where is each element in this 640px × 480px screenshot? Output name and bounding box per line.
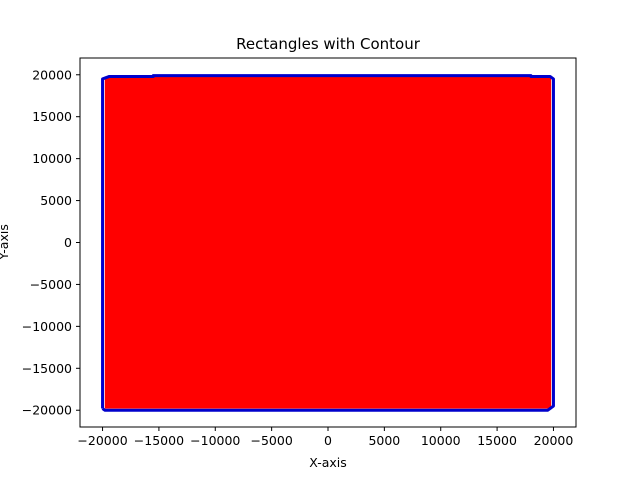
y-axis-label: Y-axis: [0, 224, 11, 261]
y-tick-label: 5000: [40, 193, 72, 208]
y-tick-label: −10000: [22, 319, 72, 334]
chart-title: Rectangles with Contour: [236, 35, 421, 53]
y-tick-label: −20000: [22, 403, 72, 418]
x-axis-label: X-axis: [309, 455, 347, 470]
y-tick-label: 15000: [32, 109, 72, 124]
x-axis-ticks: −20000 −15000 −10000 −5000 0 5000 10000 15000 20…: [77, 427, 573, 448]
plot-area: [101, 74, 555, 412]
x-tick-label: 15000: [477, 433, 517, 448]
y-tick-label: −5000: [30, 277, 72, 292]
y-axis-ticks: −20000 −15000 −10000 −5000 0 5000 10000 15000 20…: [22, 67, 80, 418]
x-tick-label: −15000: [134, 433, 184, 448]
x-tick-label: 0: [324, 433, 332, 448]
blue-contour-line: [101, 74, 555, 412]
x-tick-label: −20000: [77, 433, 127, 448]
red-rectangle-fill: [104, 76, 552, 409]
y-tick-label: 20000: [32, 67, 72, 82]
x-tick-label: 20000: [534, 433, 574, 448]
x-tick-label: −10000: [190, 433, 240, 448]
y-tick-label: 0: [64, 235, 72, 250]
x-tick-label: 5000: [368, 433, 400, 448]
x-tick-label: −5000: [250, 433, 292, 448]
y-tick-label: 10000: [32, 151, 72, 166]
y-tick-label: −15000: [22, 361, 72, 376]
x-tick-label: 10000: [421, 433, 461, 448]
